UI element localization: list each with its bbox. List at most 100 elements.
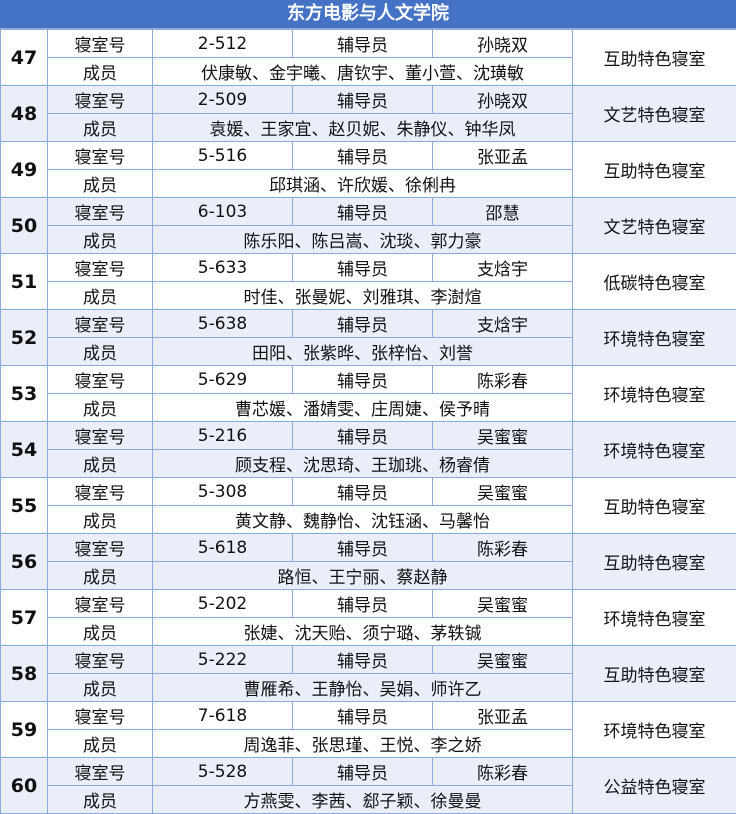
counselor-label: 辅导员 <box>292 421 433 450</box>
room-label: 寝室号 <box>47 645 153 674</box>
room-number: 7-618 <box>152 701 293 730</box>
row-number: 54 <box>0 421 48 478</box>
table-row: 52 寝室号 5-638 辅导员 支焓宇 环境特色寝室 <box>0 309 736 366</box>
members-list: 路恒、王宁丽、蔡赵静 <box>152 561 573 590</box>
counselor-name: 支焓宇 <box>432 253 573 282</box>
members-label: 成员 <box>47 225 153 254</box>
row-number: 49 <box>0 141 48 198</box>
table-row: 55 寝室号 5-308 辅导员 吴蜜蜜 互助特色寝室 <box>0 477 736 534</box>
room-label: 寝室号 <box>47 757 153 786</box>
row-number: 57 <box>0 589 48 646</box>
table-row: 57 寝室号 5-202 辅导员 吴蜜蜜 环境特色寝室 <box>0 589 736 646</box>
table-row: 50 寝室号 6-103 辅导员 邵慧 文艺特色寝室 <box>0 197 736 254</box>
table-row-members: 成员 黄文静、魏静怡、沈钰涵、马馨怡 <box>1 505 736 534</box>
counselor-name: 陈彩春 <box>432 533 573 562</box>
row-number: 51 <box>0 253 48 310</box>
table-title: 东方电影与人文学院 <box>0 0 736 29</box>
counselor-name: 张亚孟 <box>432 701 573 730</box>
room-label: 寝室号 <box>47 309 153 338</box>
dorm-category: 互助特色寝室 <box>572 141 736 198</box>
counselor-label: 辅导员 <box>292 85 433 114</box>
row-number: 50 <box>0 197 48 254</box>
row-number: 55 <box>0 477 48 534</box>
members-label: 成员 <box>47 393 153 422</box>
table-row-members: 成员 曹雁希、王静怡、吴娟、师许乙 <box>1 673 736 702</box>
members-label: 成员 <box>47 673 153 702</box>
counselor-label: 辅导员 <box>292 645 433 674</box>
members-label: 成员 <box>47 57 153 86</box>
room-number: 5-202 <box>152 589 293 618</box>
room-label: 寝室号 <box>47 701 153 730</box>
table-row-members: 成员 伏康敏、金宇曦、唐钦宇、董小萱、沈璜敏 <box>1 57 736 86</box>
dorm-category: 互助特色寝室 <box>572 645 736 702</box>
counselor-name: 吴蜜蜜 <box>432 589 573 618</box>
room-number: 5-308 <box>152 477 293 506</box>
room-label: 寝室号 <box>47 365 153 394</box>
counselor-label: 辅导员 <box>292 477 433 506</box>
row-number: 53 <box>0 365 48 422</box>
members-list: 周逸菲、张思瑾、王悦、李之娇 <box>152 729 573 758</box>
dorm-category: 文艺特色寝室 <box>572 85 736 142</box>
counselor-name: 陈彩春 <box>432 757 573 786</box>
table-row-members: 成员 时佳、张曼妮、刘雅琪、李澍煊 <box>1 281 736 310</box>
dorm-category: 互助特色寝室 <box>572 29 736 86</box>
counselor-label: 辅导员 <box>292 309 433 338</box>
counselor-name: 吴蜜蜜 <box>432 421 573 450</box>
members-label: 成员 <box>47 505 153 534</box>
members-list: 袁媛、王家宜、赵贝妮、朱静仪、钟华凤 <box>152 113 573 142</box>
members-list: 时佳、张曼妮、刘雅琪、李澍煊 <box>152 281 573 310</box>
dorm-category: 环境特色寝室 <box>572 365 736 422</box>
counselor-name: 吴蜜蜜 <box>432 645 573 674</box>
table-row-members: 成员 袁媛、王家宜、赵贝妮、朱静仪、钟华凤 <box>1 113 736 142</box>
dorm-table: 47 寝室号 2-512 辅导员 孙晓双 互助特色寝室 成员 伏康敏、金宇曦、唐… <box>0 29 736 814</box>
members-label: 成员 <box>47 281 153 310</box>
room-label: 寝室号 <box>47 141 153 170</box>
room-label: 寝室号 <box>47 253 153 282</box>
room-label: 寝室号 <box>47 29 153 58</box>
room-number: 5-629 <box>152 365 293 394</box>
counselor-name: 陈彩春 <box>432 365 573 394</box>
table-row-members: 成员 顾支程、沈思琦、王珈珧、杨睿倩 <box>1 449 736 478</box>
members-list: 曹雁希、王静怡、吴娟、师许乙 <box>152 673 573 702</box>
table-row: 60 寝室号 5-528 辅导员 陈彩春 公益特色寝室 <box>0 757 736 814</box>
row-number: 52 <box>0 309 48 366</box>
table-row: 47 寝室号 2-512 辅导员 孙晓双 互助特色寝室 <box>0 29 736 86</box>
members-list: 顾支程、沈思琦、王珈珧、杨睿倩 <box>152 449 573 478</box>
members-list: 曹芯媛、潘婧雯、庄周婕、侯予晴 <box>152 393 573 422</box>
counselor-label: 辅导员 <box>292 141 433 170</box>
members-label: 成员 <box>47 337 153 366</box>
dorm-category: 互助特色寝室 <box>572 477 736 534</box>
counselor-name: 孙晓双 <box>432 29 573 58</box>
dorm-category: 文艺特色寝室 <box>572 197 736 254</box>
counselor-label: 辅导员 <box>292 253 433 282</box>
room-number: 5-216 <box>152 421 293 450</box>
counselor-label: 辅导员 <box>292 701 433 730</box>
table-row: 51 寝室号 5-633 辅导员 支焓宇 低碳特色寝室 <box>0 253 736 310</box>
room-label: 寝室号 <box>47 589 153 618</box>
counselor-name: 吴蜜蜜 <box>432 477 573 506</box>
room-number: 2-509 <box>152 85 293 114</box>
row-number: 59 <box>0 701 48 758</box>
counselor-name: 张亚孟 <box>432 141 573 170</box>
members-list: 田阳、张紫晔、张梓怡、刘誉 <box>152 337 573 366</box>
room-label: 寝室号 <box>47 477 153 506</box>
counselor-label: 辅导员 <box>292 29 433 58</box>
members-list: 伏康敏、金宇曦、唐钦宇、董小萱、沈璜敏 <box>152 57 573 86</box>
row-number: 60 <box>0 757 48 814</box>
table-row: 48 寝室号 2-509 辅导员 孙晓双 文艺特色寝室 <box>0 85 736 142</box>
table-row-members: 成员 陈乐阳、陈吕嵩、沈琰、郭力豪 <box>1 225 736 254</box>
members-list: 陈乐阳、陈吕嵩、沈琰、郭力豪 <box>152 225 573 254</box>
counselor-label: 辅导员 <box>292 197 433 226</box>
room-label: 寝室号 <box>47 197 153 226</box>
table-row: 59 寝室号 7-618 辅导员 张亚孟 环境特色寝室 <box>0 701 736 758</box>
members-label: 成员 <box>47 169 153 198</box>
members-list: 黄文静、魏静怡、沈钰涵、马馨怡 <box>152 505 573 534</box>
table-row-members: 成员 周逸菲、张思瑾、王悦、李之娇 <box>1 729 736 758</box>
members-label: 成员 <box>47 449 153 478</box>
room-label: 寝室号 <box>47 421 153 450</box>
members-label: 成员 <box>47 729 153 758</box>
members-list: 方燕雯、李茜、郄子颖、徐曼曼 <box>152 785 573 814</box>
counselor-label: 辅导员 <box>292 533 433 562</box>
room-number: 5-633 <box>152 253 293 282</box>
room-label: 寝室号 <box>47 533 153 562</box>
